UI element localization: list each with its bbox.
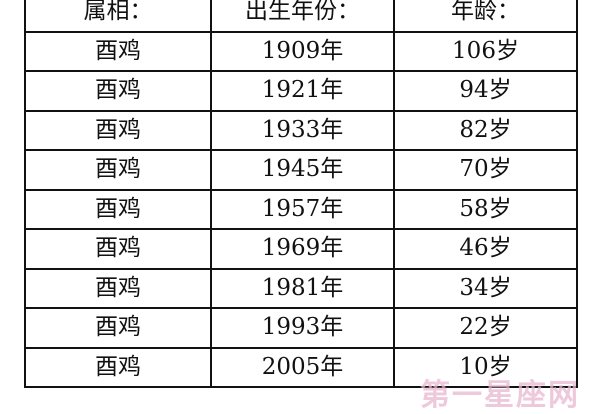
birth-year-cell: 2005年 [210, 346, 395, 388]
birth-year-cell: 1981年 [210, 267, 395, 309]
table-row: 酉鸡 1957年 58岁 [24, 188, 578, 230]
age-cell: 22岁 [393, 307, 578, 349]
birth-year-cell: 1933年 [210, 109, 395, 151]
birth-year-cell: 1909年 [210, 30, 395, 72]
header-birth-year: 出生年份： [210, 0, 395, 33]
zodiac-cell: 酉鸡 [24, 307, 212, 349]
zodiac-cell: 酉鸡 [24, 30, 212, 72]
zodiac-cell: 酉鸡 [24, 188, 212, 230]
table-row: 酉鸡 1945年 70岁 [24, 149, 578, 191]
table-row: 酉鸡 1969年 46岁 [24, 228, 578, 270]
age-cell: 70岁 [393, 149, 578, 191]
birth-year-cell: 1957年 [210, 188, 395, 230]
birth-year-cell: 1993年 [210, 307, 395, 349]
table-row: 酉鸡 2005年 10岁 [24, 346, 578, 388]
table-row: 酉鸡 1981年 34岁 [24, 267, 578, 309]
header-age: 年龄： [393, 0, 578, 33]
zodiac-age-table: 属相： 出生年份： 年龄： 酉鸡 1909年 106岁 酉鸡 1921年 94岁 酉鸡 193… [24, 0, 578, 388]
age-cell: 106岁 [393, 30, 578, 72]
age-cell: 58岁 [393, 188, 578, 230]
age-cell: 34岁 [393, 267, 578, 309]
zodiac-cell: 酉鸡 [24, 70, 212, 112]
birth-year-cell: 1945年 [210, 149, 395, 191]
zodiac-cell: 酉鸡 [24, 228, 212, 270]
birth-year-cell: 1969年 [210, 228, 395, 270]
zodiac-cell: 酉鸡 [24, 149, 212, 191]
table-row: 酉鸡 1933年 82岁 [24, 109, 578, 151]
watermark: 第一星座网 [420, 378, 580, 413]
zodiac-cell: 酉鸡 [24, 109, 212, 151]
header-zodiac: 属相： [24, 0, 212, 33]
age-cell: 82岁 [393, 109, 578, 151]
table-row: 酉鸡 1993年 22岁 [24, 307, 578, 349]
age-cell: 94岁 [393, 70, 578, 112]
zodiac-cell: 酉鸡 [24, 346, 212, 388]
header-row: 属相： 出生年份： 年龄： [24, 0, 578, 33]
age-cell: 46岁 [393, 228, 578, 270]
zodiac-cell: 酉鸡 [24, 267, 212, 309]
table-row: 酉鸡 1909年 106岁 [24, 30, 578, 72]
table-row: 酉鸡 1921年 94岁 [24, 70, 578, 112]
birth-year-cell: 1921年 [210, 70, 395, 112]
age-cell: 10岁 [393, 346, 578, 388]
